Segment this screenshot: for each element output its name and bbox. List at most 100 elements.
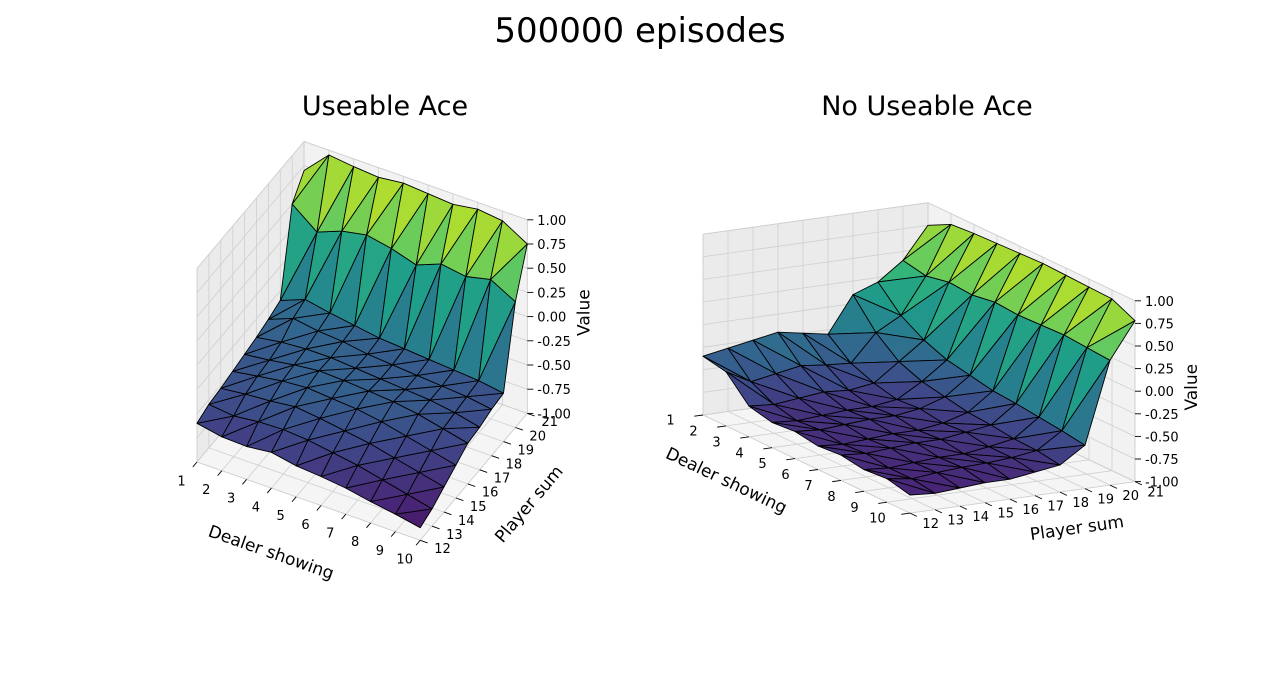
x-tick [415,540,421,546]
x-tick-label-9: 9 [376,544,384,559]
surface-facet [465,208,503,277]
z-tick-label-1-00: 1.00 [537,214,566,229]
x-tick [291,496,297,503]
surface [196,154,528,529]
surface-facet [490,220,528,280]
y-tick-label-19: 19 [1097,492,1114,507]
y-tick-label-14: 14 [972,510,989,525]
x-tick-label-9: 9 [850,501,858,516]
y-tick [467,483,476,487]
z-tick-label-1-00: 1.00 [1145,295,1174,310]
z-tick-label-0-50: 0.50 [1145,340,1174,355]
surface-facet [390,182,429,249]
x-tick [740,436,750,439]
figure-title: 500000 episodes [494,11,785,51]
y-tick [443,511,452,516]
y-tick [909,512,918,517]
subplot-useable-ace: Useable Ace12345678910121314151617181920… [177,91,594,584]
z-tick-label-0-75: -0.75 [1145,453,1179,468]
surface-facet [366,176,404,236]
y-tick-label-15: 15 [470,500,487,515]
subplot-title: No Useable Ace [821,91,1033,122]
z-tick-label-0-50: -0.50 [1145,430,1179,445]
x-tick [192,461,198,468]
x-axis-label: Dealer showing [662,444,790,519]
z-tick-label-0-50: -0.50 [537,359,571,374]
x-tick-label-4: 4 [735,446,743,461]
x-tick-label-5: 5 [758,457,766,472]
x-tick [809,469,819,472]
x-tick [341,513,347,520]
x-tick [390,531,396,537]
y-tick [1059,491,1068,496]
x-tick-label-6: 6 [301,518,309,533]
z-tick-label-0-75: 0.75 [1145,317,1174,332]
z-axis-label: Value [574,289,594,336]
y-tick [420,539,428,544]
x-tick-label-8: 8 [827,490,835,505]
z-tick-label-0-25: -0.25 [537,335,571,350]
y-tick-label-18: 18 [1072,496,1089,511]
surface-facet [886,478,936,496]
y-tick [934,509,943,514]
y-tick-label-21: 21 [541,415,558,430]
x-tick-label-1: 1 [666,414,674,429]
x-tick-label-1: 1 [177,474,185,489]
y-tick-label-13: 13 [446,528,463,543]
x-tick-label-4: 4 [252,500,260,515]
y-tick-label-18: 18 [506,458,523,473]
z-axis-label: Value [1182,364,1202,411]
x-tick [316,505,322,511]
y-tick [515,427,523,431]
x-tick [366,522,371,529]
y-tick [1034,495,1043,500]
y-tick [491,455,500,459]
z-tick-label-1-00: -1.00 [537,407,571,422]
x-tick [832,479,842,483]
x-tick-label-8: 8 [351,535,359,550]
x-tick [266,487,272,494]
z-tick-label-0-50: 0.50 [537,262,566,277]
y-tick [455,497,464,502]
z-tick-label-0-25: 0.25 [537,286,566,301]
y-tick [479,469,488,473]
y-tick-label-14: 14 [458,514,475,529]
surface-facet [961,466,1011,484]
z-tick-label-1-00: -1.00 [1145,476,1179,491]
y-tick-label-16: 16 [1022,503,1039,518]
y-tick-label-13: 13 [947,513,964,528]
surface-facet [291,154,330,205]
x-tick-label-7: 7 [326,527,334,542]
z-tick-label-0-25: 0.25 [1145,363,1174,378]
subplot-title: Useable Ace [302,91,468,122]
x-tick-label-2: 2 [689,424,697,439]
y-tick-label-17: 17 [494,472,511,487]
y-tick-label-20: 20 [529,429,546,444]
y-tick-label-21: 21 [1147,485,1164,500]
surface-facet [341,166,379,232]
surface-facet [316,154,355,233]
y-tick [431,525,440,530]
y-tick [1134,481,1143,486]
surface-facet [1061,359,1111,446]
surface-facet [415,193,454,266]
y-tick-label-17: 17 [1047,499,1064,514]
x-axis-label: Dealer showing [205,522,336,584]
x-tick [901,512,911,515]
x-tick [242,479,247,485]
x-tick-label-3: 3 [712,435,720,450]
y-tick [503,441,512,445]
x-tick-label-2: 2 [202,483,210,498]
y-tick [1084,488,1093,493]
x-tick-label-5: 5 [277,509,285,524]
x-tick [786,458,796,461]
surface [702,223,1136,496]
x-tick [717,425,727,428]
y-tick-label-16: 16 [482,486,499,501]
surface-facet [986,462,1036,480]
x-tick [878,501,888,504]
surface-facet [1011,457,1061,473]
y-tick-label-15: 15 [997,506,1014,521]
